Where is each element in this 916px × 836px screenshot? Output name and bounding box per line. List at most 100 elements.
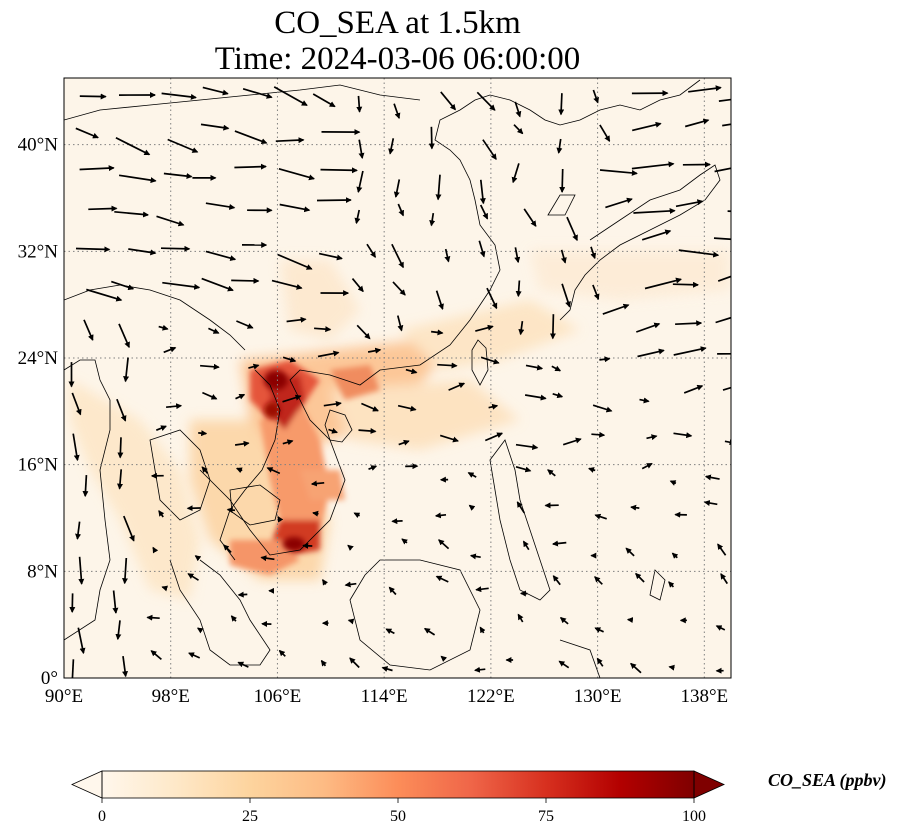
- wind-arrow: [320, 167, 358, 174]
- wind-arrow: [469, 553, 481, 560]
- wind-arrow: [78, 556, 85, 585]
- wind-arrow: [234, 130, 268, 145]
- wind-arrow: [118, 174, 157, 184]
- wind-arrow: [639, 397, 650, 404]
- wind-arrow: [366, 243, 377, 258]
- wind-arrow: [196, 627, 204, 634]
- wind-arrow: [117, 437, 124, 459]
- map-frame: [63, 77, 732, 679]
- wind-arrow: [361, 402, 379, 412]
- wind-arrow: [166, 403, 183, 410]
- wind-arrow: [673, 346, 707, 356]
- wind-arrow: [724, 439, 731, 446]
- wind-arrow: [282, 439, 294, 446]
- wind-arrow: [347, 544, 354, 551]
- wind-arrow: [717, 543, 727, 556]
- wind-arrow: [435, 575, 449, 583]
- wind-arrow: [128, 248, 157, 256]
- wind-arrow: [236, 320, 254, 329]
- wind-arrow: [391, 243, 404, 269]
- wind-arrow: [636, 322, 661, 333]
- wind-arrow: [641, 462, 653, 470]
- lat-tick-label: 40°N: [18, 135, 59, 156]
- wind-arrow: [234, 163, 267, 170]
- wind-arrow: [439, 434, 459, 443]
- wind-arrow: [605, 197, 633, 209]
- colorbar-ticks: 0 25 50 75 100: [98, 798, 706, 825]
- wind-arrow: [644, 277, 682, 290]
- wind-arrow: [86, 288, 123, 302]
- wind-arrow: [278, 167, 315, 181]
- wind-arrow: [713, 237, 731, 241]
- wind-vectors: [68, 85, 731, 678]
- wind-arrow: [200, 363, 220, 370]
- wind-arrow: [635, 572, 645, 583]
- wind-arrow: [152, 546, 159, 554]
- wind-arrow: [437, 362, 458, 369]
- map-subtitle-time: Time: 2024-03-06 06:00:00: [214, 41, 581, 77]
- wind-arrow: [282, 356, 297, 363]
- wind-arrow: [552, 575, 561, 586]
- wind-arrow: [715, 625, 726, 631]
- wind-arrow: [310, 480, 325, 487]
- wind-arrow: [279, 203, 311, 213]
- wind-arrow: [328, 427, 338, 434]
- wind-arrow: [468, 504, 476, 511]
- wind-arrow: [353, 512, 361, 519]
- wind-arrow: [438, 539, 450, 550]
- wind-arrow: [480, 356, 500, 365]
- wind-arrow: [271, 279, 303, 290]
- wind-arrow: [397, 203, 404, 217]
- wind-arrow: [513, 124, 524, 135]
- wind-arrow: [273, 86, 308, 107]
- wind-arrow: [479, 626, 486, 634]
- lon-tick-label: 130°E: [574, 686, 622, 707]
- wind-arrow: [668, 581, 675, 588]
- wind-arrow: [515, 465, 532, 473]
- wind-arrow: [484, 432, 504, 442]
- wind-arrow: [321, 578, 328, 586]
- wind-arrow: [440, 91, 456, 111]
- colorbar-max-extend: [693, 770, 725, 799]
- wind-arrow: [720, 573, 729, 585]
- wind-arrow: [559, 617, 569, 625]
- wind-arrow: [478, 240, 486, 258]
- colorbar-gradient: [102, 771, 694, 798]
- wind-arrow: [75, 246, 111, 253]
- coastlines: [64, 79, 721, 678]
- wind-arrow: [474, 666, 486, 673]
- colorbar-tick-label: 25: [242, 808, 258, 825]
- wind-arrow: [516, 501, 526, 514]
- wind-arrow: [514, 247, 521, 264]
- wind-arrow: [115, 620, 122, 641]
- colorbar-tick-label: 0: [98, 808, 106, 825]
- wind-arrow: [198, 430, 208, 437]
- wind-arrow: [71, 659, 75, 678]
- wind-arrow: [115, 137, 151, 156]
- wind-arrow: [671, 552, 679, 559]
- wind-arrow: [596, 657, 604, 667]
- wind-arrow: [562, 437, 582, 446]
- wind-arrow: [230, 615, 238, 622]
- wind-arrow: [475, 324, 494, 332]
- wind-arrow: [82, 475, 89, 498]
- wind-arrow: [114, 210, 149, 218]
- wind-arrow: [475, 586, 489, 593]
- wind-arrow: [122, 655, 129, 678]
- wind-arrow: [641, 229, 672, 241]
- wind-arrow: [547, 469, 556, 477]
- map-title: CO_SEA at 1.5km: [274, 5, 521, 41]
- colorbar-min-extend: [71, 770, 103, 799]
- wind-arrow: [515, 280, 522, 298]
- wind-arrow: [235, 467, 243, 474]
- wind-arrow: [316, 197, 352, 204]
- concentration-field: [70, 250, 730, 600]
- wind-arrow: [79, 93, 107, 100]
- wind-arrow: [314, 326, 332, 333]
- wind-arrow: [388, 138, 395, 155]
- wind-arrow: [632, 121, 662, 132]
- wind-arrow: [558, 660, 570, 669]
- wind-arrow: [523, 208, 537, 227]
- wind-arrow: [488, 403, 499, 410]
